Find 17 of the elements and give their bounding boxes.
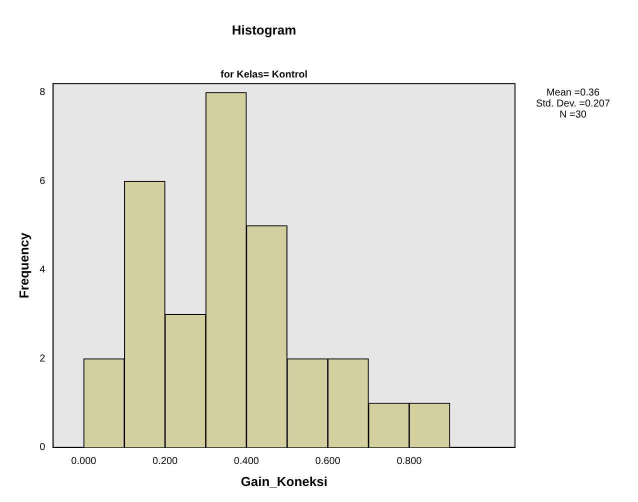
y-tick-label: 2	[40, 353, 46, 364]
y-tick-label: 4	[40, 264, 46, 276]
x-tick-label: 0.600	[315, 456, 341, 468]
chart-title: Histogram	[232, 22, 296, 38]
x-tick-label: 0.400	[234, 456, 260, 468]
y-axis-title: Frequency	[16, 232, 32, 298]
y-tick-label: 8	[40, 87, 46, 98]
x-tick-label: 0.800	[396, 456, 422, 468]
chart-subtitle: for Kelas= Kontrol	[220, 69, 308, 80]
text: Mean =0.36	[546, 88, 600, 99]
y-tick-label: 0	[40, 442, 46, 454]
x-axis-title: Gain_Koneksi	[240, 474, 328, 489]
y-tick-label: 6	[40, 176, 46, 187]
x-tick-label: 0.200	[152, 456, 178, 468]
text: Std. Dev. =0.207	[536, 98, 610, 110]
text: N =30	[560, 110, 587, 121]
x-tick-label: 0.000	[71, 456, 97, 468]
